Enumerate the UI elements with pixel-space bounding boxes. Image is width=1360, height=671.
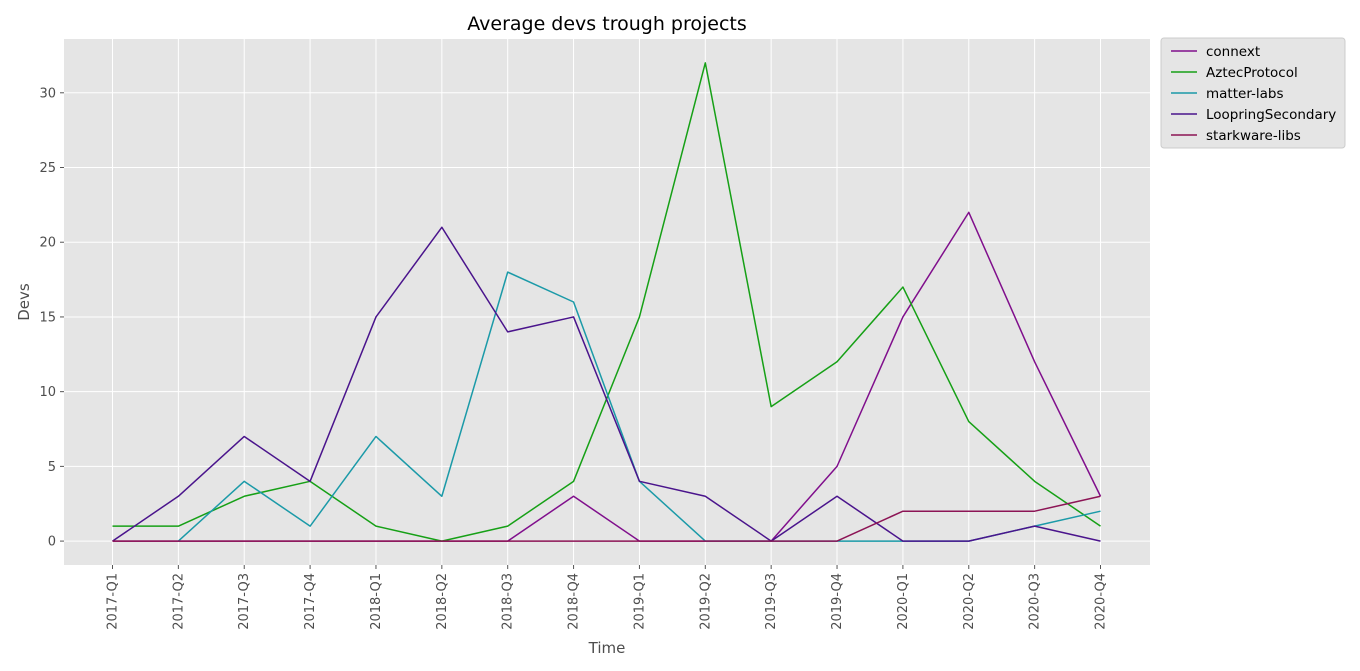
y-tick-label: 0 <box>48 535 56 550</box>
series-lines <box>112 62 1102 542</box>
y-tick-label: 25 <box>39 161 56 176</box>
x-tick-label: 2019-Q4 <box>830 573 845 630</box>
y-tick-labels: 0 5 10 15 20 25 30 <box>39 86 64 550</box>
x-tick-label: 2018-Q1 <box>369 573 384 630</box>
y-tick-label: 5 <box>48 460 56 475</box>
x-tick-label: 2020-Q3 <box>1028 573 1043 630</box>
x-axis-label: Time <box>588 639 626 657</box>
x-tick-label: 2019-Q3 <box>764 573 779 630</box>
x-tick-label: 2019-Q1 <box>632 573 647 630</box>
x-tick-label: 2020-Q2 <box>962 573 977 630</box>
series-line-LoopringSecondary <box>112 226 1101 542</box>
x-tick-label: 2020-Q4 <box>1094 573 1109 630</box>
y-axis-label: Devs <box>15 283 33 321</box>
x-tick-label: 2018-Q2 <box>435 573 450 630</box>
x-tick-label: 2017-Q4 <box>303 573 318 630</box>
legend: connext AztecProtocol matter-labs LoopringS… <box>1160 37 1346 149</box>
legend-box <box>1160 37 1346 149</box>
chart-title: Average devs trough projects <box>467 13 747 35</box>
legend-label: matter-labs <box>1206 86 1284 102</box>
x-tick-label: 2019-Q2 <box>698 573 713 630</box>
x-tick-label: 2017-Q1 <box>106 573 121 630</box>
y-tick-label: 20 <box>39 236 56 251</box>
y-tick-label: 10 <box>39 385 56 400</box>
legend-label: starkware-libs <box>1206 128 1301 144</box>
x-tick-label: 2017-Q3 <box>237 573 252 630</box>
x-tick-label: 2018-Q3 <box>501 573 516 630</box>
legend-label: LoopringSecondary <box>1206 107 1336 123</box>
y-tick-label: 30 <box>39 86 56 101</box>
legend-label: connext <box>1206 44 1260 60</box>
series-line-starkware-libs <box>112 495 1101 542</box>
y-tick-label: 15 <box>39 310 56 325</box>
x-tick-label: 2017-Q2 <box>171 573 186 630</box>
x-tick-labels: 2017-Q1 2017-Q2 2017-Q3 2017-Q4 2018-Q1 2018-… <box>106 565 1109 630</box>
legend-label: AztecProtocol <box>1206 65 1298 81</box>
plot-background <box>64 39 1150 565</box>
x-tick-label: 2018-Q4 <box>567 573 582 630</box>
x-tick-label: 2020-Q1 <box>896 573 911 630</box>
